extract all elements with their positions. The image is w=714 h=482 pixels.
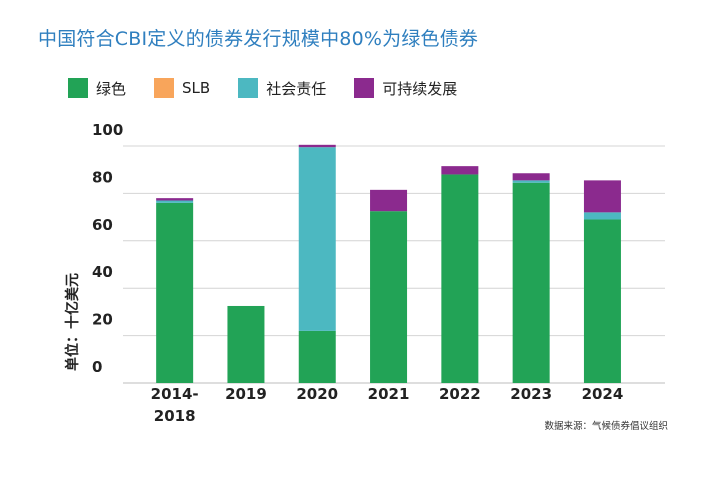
- bar-segment: [583, 180, 621, 213]
- bar-segment: [512, 182, 550, 383]
- legend-label: 绿色: [96, 79, 127, 98]
- legend-swatch: [154, 78, 175, 98]
- y-tick-label: 20: [92, 311, 113, 329]
- bar-segment: [441, 174, 479, 383]
- bar-segment: [583, 219, 621, 383]
- x-tick-label: 2024: [582, 385, 624, 403]
- bar-segment: [512, 180, 550, 183]
- y-tick-label: 40: [92, 263, 113, 281]
- bar-segment: [156, 202, 194, 383]
- bar-segment: [370, 189, 408, 212]
- bar-segment: [156, 200, 194, 203]
- bar-segment: [512, 173, 550, 181]
- legend-item: 绿色: [68, 78, 126, 99]
- bar-segment: [298, 330, 336, 383]
- x-tick-label: 2022: [439, 385, 481, 403]
- y-tick-label: 100: [92, 121, 123, 139]
- source-note: 数据来源：气候债券倡议组织: [544, 421, 668, 432]
- bar-segment: [441, 166, 479, 175]
- y-axis-label: 单位：十亿美元: [64, 273, 81, 371]
- legend-item: 社会责任: [238, 78, 326, 99]
- legend-label: 社会责任: [266, 79, 327, 98]
- y-tick-label: 60: [92, 216, 113, 234]
- bar-segment: [298, 147, 336, 331]
- legend-label: SLB: [182, 79, 211, 97]
- legend-swatch: [238, 78, 259, 98]
- legend-item: 可持续发展: [354, 78, 457, 99]
- x-tick-label: 2021: [368, 385, 410, 403]
- legend-swatch: [68, 78, 88, 98]
- legend: 绿色 SLB 社会责任 可持续发展: [68, 76, 485, 100]
- bar-segment: [227, 305, 265, 383]
- y-tick-label: 0: [92, 358, 102, 376]
- bar-segment: [298, 144, 336, 148]
- x-tick-label: 2014-: [151, 385, 199, 403]
- bar-segment: [370, 211, 408, 383]
- x-tick-label: 2019: [225, 385, 267, 403]
- legend-label: 可持续发展: [382, 79, 458, 98]
- x-tick-label: 2023: [510, 385, 552, 403]
- chart-title: 中国符合CBI定义的债券发行规模中80%为绿色债券: [38, 28, 479, 50]
- legend-item: SLB: [154, 78, 210, 98]
- x-tick-label: 2018: [154, 407, 196, 425]
- y-tick-label: 80: [92, 168, 113, 186]
- bar-segment: [156, 198, 194, 201]
- x-tick-label: 2020: [296, 385, 338, 403]
- legend-swatch: [354, 78, 375, 98]
- bar-segment: [583, 212, 621, 220]
